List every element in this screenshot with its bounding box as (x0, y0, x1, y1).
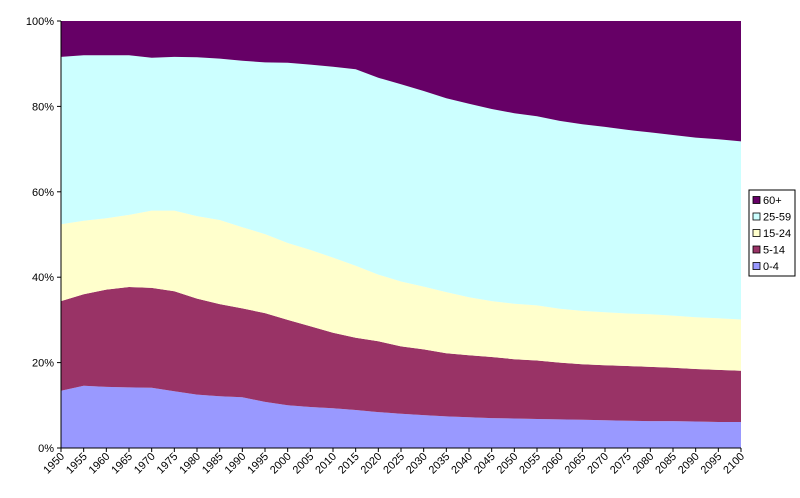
x-tick-label: 2060 (540, 451, 566, 477)
y-tick-label: 20% (32, 358, 54, 370)
y-tick-label: 40% (32, 272, 54, 284)
x-tick-label: 2045 (472, 451, 498, 477)
plot-area (61, 21, 741, 448)
x-tick-label: 2090 (676, 451, 702, 477)
x-tick-label: 1975 (155, 451, 181, 477)
x-tick-label: 1980 (177, 451, 203, 477)
series-area-5-14 (61, 287, 741, 422)
legend-swatch-0-4 (752, 262, 761, 270)
x-tick-label: 2065 (563, 451, 589, 477)
x-tick-label: 2055 (517, 451, 543, 477)
legend-label-5-14: 5-14 (763, 245, 785, 257)
x-tick-label: 2010 (313, 451, 339, 477)
series-area-25-59 (61, 55, 741, 320)
legend-swatch-15-24 (752, 229, 761, 237)
legend-label-60+: 60+ (763, 195, 782, 207)
x-tick-label: 2005 (291, 451, 317, 477)
x-tick-label: 2075 (608, 451, 634, 477)
legend-swatch-5-14 (752, 245, 761, 254)
x-tick-label: 1995 (245, 451, 271, 477)
x-tick-label: 2070 (585, 451, 611, 477)
x-tick-label: 2030 (404, 451, 430, 477)
x-tick-label: 2100 (721, 451, 747, 477)
x-tick-label: 1985 (200, 451, 226, 477)
legend-label-0-4: 0-4 (763, 261, 779, 273)
x-axis: 1950195519601965197019751980198519901995… (41, 447, 747, 477)
legend-swatch-25-59 (752, 212, 761, 221)
x-tick-label: 1965 (109, 451, 135, 477)
legend-swatch-60+ (752, 196, 761, 204)
legend-label-15-24: 15-24 (763, 228, 791, 240)
series-area-60+ (61, 21, 741, 142)
x-tick-label: 2040 (449, 451, 475, 477)
x-tick-label: 2085 (653, 451, 679, 477)
x-tick-label: 2050 (495, 451, 521, 477)
x-tick-label: 2025 (381, 451, 407, 477)
x-tick-label: 1955 (64, 451, 90, 477)
x-tick-label: 2080 (631, 451, 657, 477)
x-tick-label: 2035 (427, 451, 453, 477)
y-tick-label: 80% (32, 101, 54, 113)
y-tick-label: 0% (38, 443, 54, 455)
legend-label-25-59: 25-59 (763, 212, 791, 224)
series-area-15-24 (61, 210, 741, 371)
y-axis: 0% 20% 40% 60% 80% 100% (26, 16, 62, 455)
x-tick-label: 2000 (268, 451, 294, 477)
x-tick-label: 1970 (132, 451, 158, 477)
x-tick-label: 2095 (699, 451, 725, 477)
series-area-0-4 (61, 385, 741, 448)
x-tick-label: 1960 (87, 451, 113, 477)
y-tick-label: 100% (26, 16, 54, 28)
x-tick-label: 1990 (223, 451, 249, 477)
legend: 60+ 25-59 15-24 5-14 0-4 (748, 189, 796, 277)
x-tick-label: 2020 (359, 451, 385, 477)
y-tick-label: 60% (32, 187, 54, 199)
x-tick-label: 2015 (336, 451, 362, 477)
